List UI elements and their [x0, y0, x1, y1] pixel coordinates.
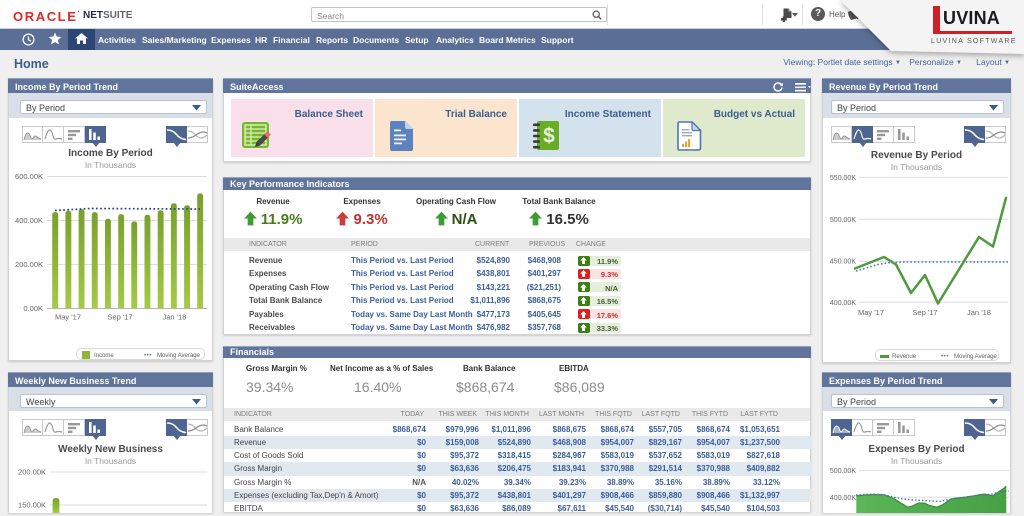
svg-text:Jan '18: Jan '18 — [163, 313, 187, 322]
svg-text:600.00K: 600.00K — [15, 172, 43, 181]
svg-text:200.00K: 200.00K — [15, 260, 43, 269]
svg-text:Jan '18: Jan '18 — [967, 308, 991, 317]
svg-text:May '17: May '17 — [858, 308, 884, 317]
svg-text:Sep '17: Sep '17 — [912, 308, 937, 317]
svg-text:550.00K: 550.00K — [830, 175, 856, 182]
svg-text:200.00K: 200.00K — [18, 468, 46, 477]
svg-text:$: $ — [543, 125, 555, 148]
svg-text:400.00K: 400.00K — [830, 495, 856, 502]
svg-text:Sep '17: Sep '17 — [107, 313, 132, 322]
svg-text:May '17: May '17 — [55, 313, 81, 322]
svg-text:0.00K: 0.00K — [23, 304, 43, 313]
svg-text:400.00K: 400.00K — [15, 216, 43, 225]
svg-text:500.00K: 500.00K — [830, 217, 856, 224]
svg-text:150.00K: 150.00K — [18, 501, 46, 510]
svg-text:400.00K: 400.00K — [830, 300, 856, 307]
svg-text:500.00K: 500.00K — [830, 468, 856, 475]
svg-text:450.00K: 450.00K — [830, 259, 856, 266]
